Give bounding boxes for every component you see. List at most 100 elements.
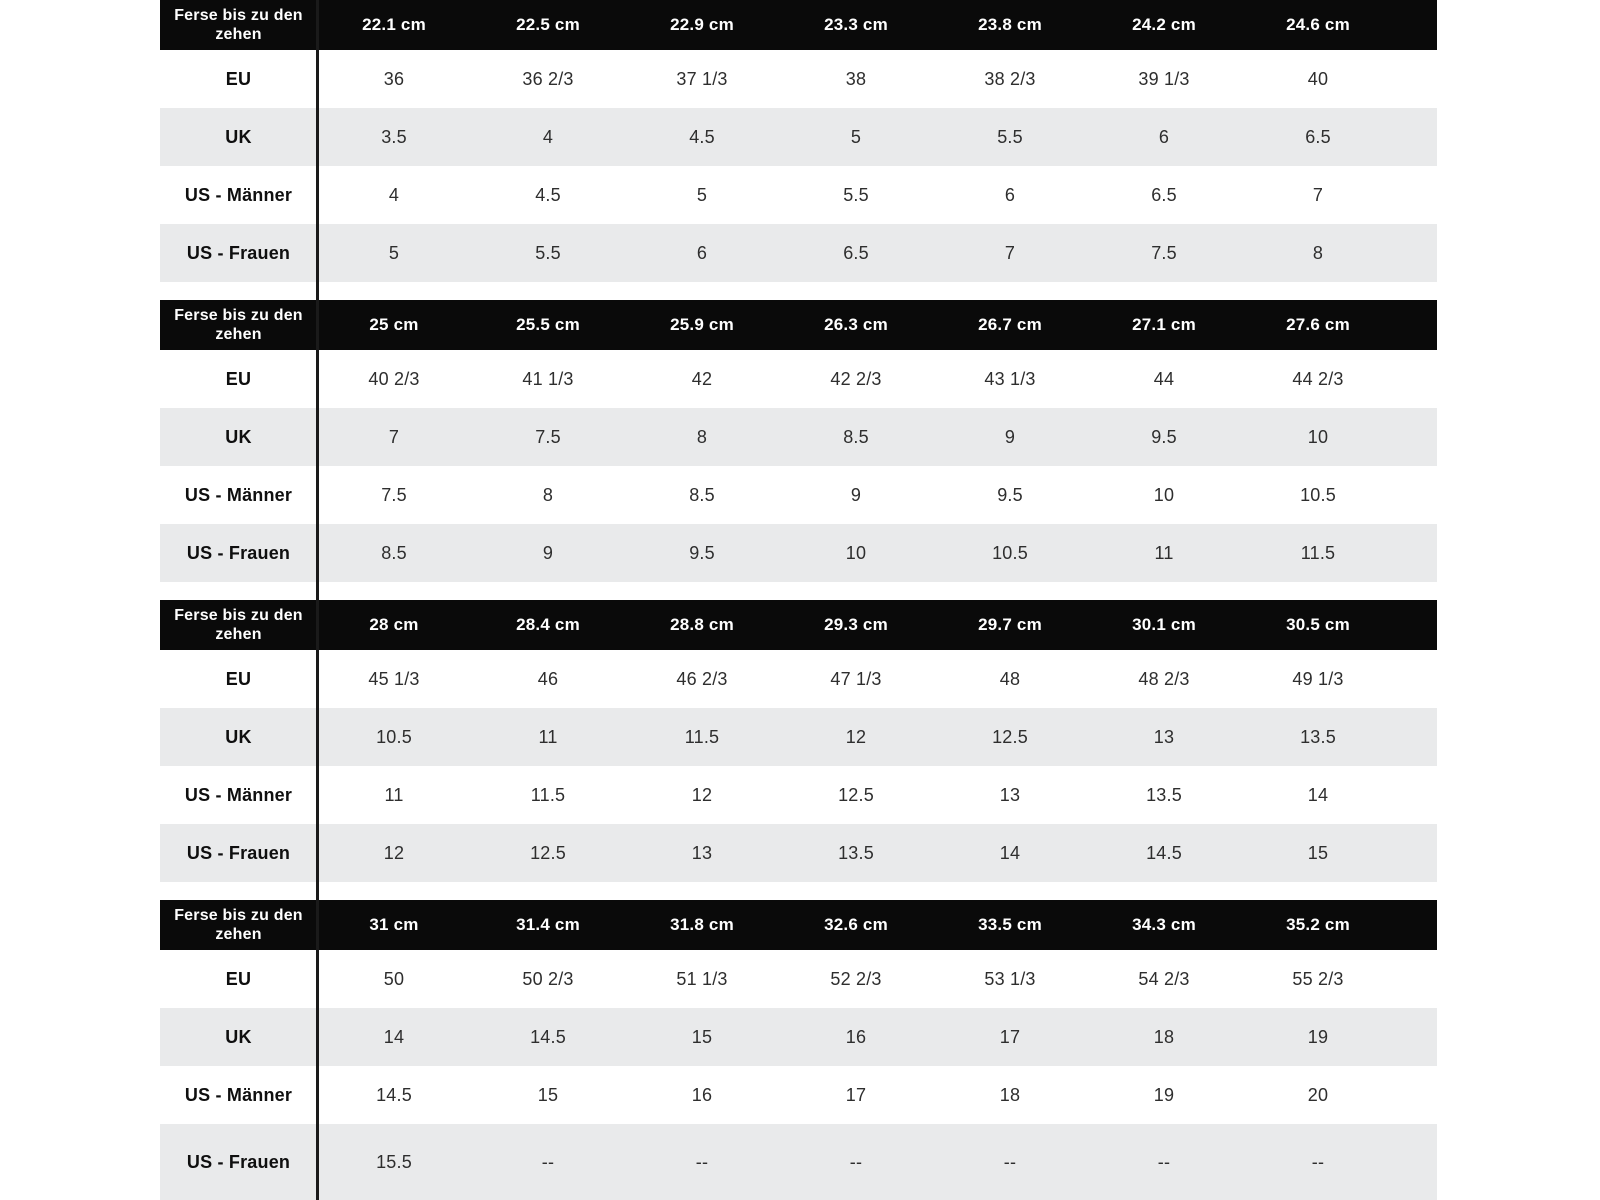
size-value: 6.5 bbox=[1151, 184, 1177, 205]
size-value: 45 1/3 bbox=[368, 668, 420, 689]
row-cells: 8.5 9 9.5 10 10.5 11 11.5 bbox=[317, 524, 1437, 582]
size-value: 12.5 bbox=[992, 726, 1028, 747]
size-table-block: Ferse bis zu den zehen 31 cm 31.4 cm 31.… bbox=[160, 900, 1437, 1200]
size-value: 15 bbox=[1307, 842, 1329, 863]
size-value: 43 1/3 bbox=[984, 368, 1036, 389]
size-chart-table: Ferse bis zu den zehen 22.1 cm 22.5 cm 2… bbox=[160, 0, 1437, 1200]
row-label: US - Männer bbox=[184, 484, 293, 505]
size-value: 50 bbox=[383, 968, 405, 989]
size-value: 13.5 bbox=[1300, 726, 1336, 747]
size-value: 8.5 bbox=[381, 542, 407, 563]
size-value: 36 bbox=[383, 68, 405, 89]
size-value: 13.5 bbox=[1146, 784, 1182, 805]
size-value: 14 bbox=[999, 842, 1021, 863]
size-value: 37 1/3 bbox=[676, 68, 728, 89]
cm-column-header: 35.2 cm bbox=[1286, 915, 1350, 934]
size-value: 6.5 bbox=[1305, 126, 1331, 147]
size-value: 9 bbox=[850, 484, 862, 505]
row-cells: 7 7.5 8 8.5 9 9.5 10 bbox=[317, 408, 1437, 466]
size-value: 4.5 bbox=[535, 184, 561, 205]
size-value: -- bbox=[1157, 1151, 1171, 1172]
cm-column-header: 24.2 cm bbox=[1132, 15, 1196, 34]
cm-column-header: 22.9 cm bbox=[670, 15, 734, 34]
size-value: 49 1/3 bbox=[1292, 668, 1344, 689]
table-row: UK 7 7.5 8 8.5 9 9.5 10 bbox=[160, 408, 1437, 466]
table-header-row: Ferse bis zu den zehen 22.1 cm 22.5 cm 2… bbox=[160, 0, 1437, 50]
row-cells: 12 12.5 13 13.5 14 14.5 15 bbox=[317, 824, 1437, 882]
size-value: 15.5 bbox=[376, 1151, 412, 1172]
size-value: 11 bbox=[1154, 542, 1174, 563]
size-value: 47 1/3 bbox=[830, 668, 882, 689]
cm-column-header: 25.5 cm bbox=[516, 315, 580, 334]
size-value: 4 bbox=[542, 126, 554, 147]
cm-column-header: 30.1 cm bbox=[1132, 615, 1196, 634]
size-value: -- bbox=[1003, 1151, 1017, 1172]
size-value: 10 bbox=[1307, 426, 1329, 447]
size-value: 10 bbox=[1153, 484, 1175, 505]
cm-column-header: 23.8 cm bbox=[978, 15, 1042, 34]
size-value: 51 1/3 bbox=[676, 968, 728, 989]
row-cells: 14.5 15 16 17 18 19 20 bbox=[317, 1066, 1437, 1124]
size-value: 12.5 bbox=[530, 842, 566, 863]
cm-column-header: 31 cm bbox=[369, 915, 419, 934]
size-value: 18 bbox=[1153, 1026, 1175, 1047]
table-row: US - Männer 7.5 8 8.5 9 9.5 10 10.5 bbox=[160, 466, 1437, 524]
row-cells: 36 36 2/3 37 1/3 38 38 2/3 39 1/3 40 bbox=[317, 50, 1437, 108]
size-value: 9 bbox=[1004, 426, 1016, 447]
column-divider-line bbox=[316, 0, 319, 1200]
row-cells: 7.5 8 8.5 9 9.5 10 10.5 bbox=[317, 466, 1437, 524]
cm-column-header: 34.3 cm bbox=[1132, 915, 1196, 934]
table-row: US - Männer 11 11.5 12 12.5 13 13.5 14 bbox=[160, 766, 1437, 824]
table-row: US - Männer 4 4.5 5 5.5 6 6.5 7 bbox=[160, 166, 1437, 224]
size-value: 3.5 bbox=[381, 126, 407, 147]
row-cells: 4 4.5 5 5.5 6 6.5 7 bbox=[317, 166, 1437, 224]
size-value: 40 bbox=[1307, 68, 1329, 89]
row-cells: 50 50 2/3 51 1/3 52 2/3 53 1/3 54 2/3 55… bbox=[317, 950, 1437, 1008]
table-row: US - Männer 14.5 15 16 17 18 19 20 bbox=[160, 1066, 1437, 1124]
table-row: UK 10.5 11 11.5 12 12.5 13 13.5 bbox=[160, 708, 1437, 766]
size-value: 36 2/3 bbox=[522, 68, 574, 89]
size-value: 52 2/3 bbox=[830, 968, 882, 989]
row-label: UK bbox=[225, 426, 252, 447]
cm-column-header: 31.4 cm bbox=[516, 915, 580, 934]
size-value: 42 2/3 bbox=[830, 368, 882, 389]
table-header-row: Ferse bis zu den zehen 31 cm 31.4 cm 31.… bbox=[160, 900, 1437, 950]
size-value: 4 bbox=[388, 184, 400, 205]
cm-header-cells: 28 cm 28.4 cm 28.8 cm 29.3 cm 29.7 cm 30… bbox=[317, 600, 1437, 650]
size-value: 9 bbox=[542, 542, 554, 563]
size-value: 11.5 bbox=[1300, 542, 1336, 563]
cm-column-header: 32.6 cm bbox=[824, 915, 888, 934]
row-cells: 45 1/3 46 46 2/3 47 1/3 48 48 2/3 49 1/3 bbox=[317, 650, 1437, 708]
size-value: 46 bbox=[537, 668, 559, 689]
row-label: EU bbox=[225, 68, 252, 89]
size-value: 10.5 bbox=[1300, 484, 1336, 505]
cm-column-header: 27.1 cm bbox=[1132, 315, 1196, 334]
row-label: US - Männer bbox=[184, 1084, 293, 1105]
size-value: 7.5 bbox=[381, 484, 407, 505]
cm-header-cells: 31 cm 31.4 cm 31.8 cm 32.6 cm 33.5 cm 34… bbox=[317, 900, 1437, 950]
size-value: 8 bbox=[542, 484, 554, 505]
size-value: 41 1/3 bbox=[522, 368, 574, 389]
size-value: 6 bbox=[1004, 184, 1016, 205]
size-value: 14.5 bbox=[1146, 842, 1182, 863]
size-value: 7.5 bbox=[1151, 242, 1177, 263]
size-value: 8 bbox=[1312, 242, 1324, 263]
size-value: 7.5 bbox=[535, 426, 561, 447]
cm-column-header: 22.5 cm bbox=[516, 15, 580, 34]
size-value: 5 bbox=[850, 126, 862, 147]
heel-to-toe-label: Ferse bis zu den zehen bbox=[174, 306, 303, 343]
row-label: US - Frauen bbox=[186, 242, 291, 263]
cm-column-header: 26.7 cm bbox=[978, 315, 1042, 334]
size-value: 39 1/3 bbox=[1138, 68, 1190, 89]
cm-column-header: 28.4 cm bbox=[516, 615, 580, 634]
size-value: 19 bbox=[1153, 1084, 1175, 1105]
size-value: 14 bbox=[383, 1026, 405, 1047]
table-row: US - Frauen 15.5 -- -- -- -- -- -- bbox=[160, 1124, 1437, 1200]
size-value: 5 bbox=[388, 242, 400, 263]
table-row: EU 36 36 2/3 37 1/3 38 38 2/3 39 1/3 40 bbox=[160, 50, 1437, 108]
size-value: 6 bbox=[1158, 126, 1170, 147]
row-label: US - Frauen bbox=[186, 842, 291, 863]
size-value: 15 bbox=[691, 1026, 713, 1047]
size-value: 50 2/3 bbox=[522, 968, 574, 989]
size-value: 5.5 bbox=[535, 242, 561, 263]
